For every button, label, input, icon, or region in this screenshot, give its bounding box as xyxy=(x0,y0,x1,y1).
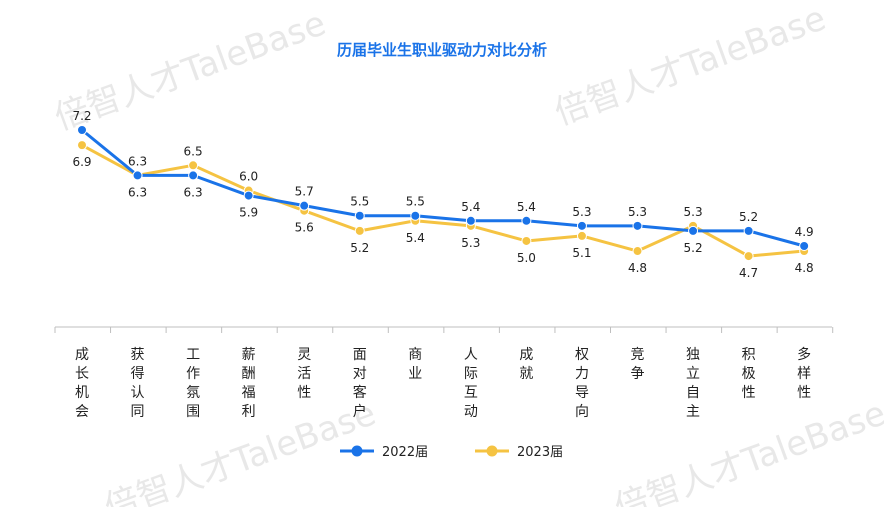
data-point[interactable] xyxy=(743,225,754,236)
data-point[interactable] xyxy=(632,246,643,257)
x-axis-labels: 成长机会 获得认同 工作氛围 薪酬福利 灵活性 面对客户 商业 人际互动 成就 权力导向 竞争 独立自… xyxy=(75,346,811,420)
data-label: 5.4 xyxy=(461,200,480,214)
data-point[interactable] xyxy=(799,241,810,251)
data-label: 5.3 xyxy=(628,205,647,219)
data-point[interactable] xyxy=(354,210,365,221)
data-label: 5.7 xyxy=(295,185,314,199)
data-label: 6.3 xyxy=(128,185,147,199)
data-label: 6.0 xyxy=(239,170,258,184)
x-tick-label: 竞争 xyxy=(631,346,645,382)
data-label: 4.7 xyxy=(739,266,758,280)
legend-label: 2022届 xyxy=(382,445,428,460)
data-point[interactable] xyxy=(521,235,532,246)
data-point[interactable] xyxy=(132,170,143,181)
legend-label: 2023届 xyxy=(517,445,563,460)
data-point[interactable] xyxy=(576,230,587,241)
data-label: 6.3 xyxy=(128,154,147,168)
x-tick-label: 人际互动 xyxy=(464,347,478,420)
data-point[interactable] xyxy=(410,210,421,221)
data-label: 5.3 xyxy=(461,236,480,250)
watermark-text: 倍智人才TaleBase xyxy=(549,0,831,133)
chart-title: 历届毕业生职业驱动力对比分析 xyxy=(337,41,547,59)
x-tick-label: 积极性 xyxy=(742,347,756,401)
x-tick-label: 成就 xyxy=(519,347,533,382)
data-label: 5.2 xyxy=(684,241,703,255)
data-label: 5.4 xyxy=(517,200,536,214)
data-label: 5.2 xyxy=(739,210,758,224)
x-tick-label: 商业 xyxy=(408,347,422,382)
data-point[interactable] xyxy=(354,225,365,236)
data-label: 5.4 xyxy=(406,231,425,245)
data-point[interactable] xyxy=(688,225,699,236)
x-tick-label: 灵活性 xyxy=(297,347,311,401)
data-point[interactable] xyxy=(576,220,587,231)
data-point[interactable] xyxy=(521,215,532,226)
x-tick-label: 独立自主 xyxy=(686,347,700,420)
data-label: 5.5 xyxy=(350,195,369,209)
data-point[interactable] xyxy=(243,190,254,201)
x-axis-ticks xyxy=(54,327,834,333)
data-point[interactable] xyxy=(77,125,87,135)
x-tick-label: 薪酬福利 xyxy=(242,347,256,420)
data-label: 4.8 xyxy=(795,261,814,275)
data-point[interactable] xyxy=(465,215,476,226)
data-label: 6.5 xyxy=(184,144,203,158)
data-point[interactable] xyxy=(188,160,199,171)
watermark-text: 倍智人才TaleBase xyxy=(609,393,884,507)
data-label: 7.2 xyxy=(72,109,91,123)
series-line-2022届 xyxy=(81,128,805,248)
x-tick-label: 面对客户 xyxy=(353,347,367,420)
data-label: 5.2 xyxy=(350,241,369,255)
series-layer: 7.2 6.3 6.3 5.9 5.7 5.5 5.5 5.4 5.4 5.3 5.3 5.2 5.2 4… xyxy=(72,109,813,280)
legend-swatch-marker xyxy=(351,445,363,457)
data-label: 5.3 xyxy=(572,205,591,219)
x-tick-label: 成长机会 xyxy=(75,347,89,420)
data-label: 4.8 xyxy=(628,261,647,275)
data-label: 5.9 xyxy=(239,206,258,220)
legend-item[interactable]: 2023届 xyxy=(475,445,563,460)
data-label: 6.3 xyxy=(184,185,203,199)
data-label: 4.9 xyxy=(795,225,814,239)
x-tick-label: 工作氛围 xyxy=(186,347,200,420)
data-point[interactable] xyxy=(632,220,643,231)
data-label: 5.1 xyxy=(572,246,591,260)
data-label: 5.5 xyxy=(406,195,425,209)
data-label: 6.9 xyxy=(72,155,91,169)
x-tick-label: 多样性 xyxy=(797,346,811,401)
data-point[interactable] xyxy=(299,200,310,211)
x-tick-label: 权力导向 xyxy=(575,347,589,420)
data-label: 5.0 xyxy=(517,251,536,265)
legend-item[interactable]: 2022届 xyxy=(340,445,428,460)
watermark-text: 倍智人才TaleBase xyxy=(49,3,331,138)
data-label: 5.3 xyxy=(684,205,703,219)
legend-swatch-marker xyxy=(486,445,498,457)
data-point[interactable] xyxy=(743,251,754,262)
x-tick-label: 获得认同 xyxy=(131,347,145,420)
legend[interactable]: 2022届 2023届 xyxy=(340,445,563,460)
data-point[interactable] xyxy=(77,140,87,151)
data-label: 5.6 xyxy=(295,221,314,235)
data-point[interactable] xyxy=(188,170,199,181)
